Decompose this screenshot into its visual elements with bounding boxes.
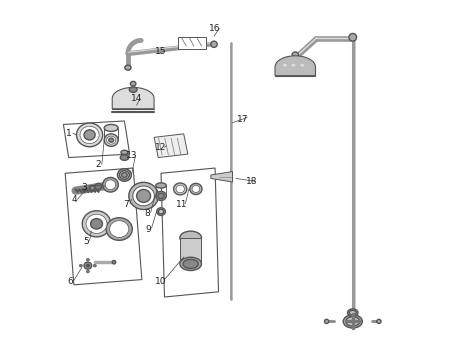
Ellipse shape — [77, 123, 103, 147]
Ellipse shape — [283, 64, 287, 66]
Ellipse shape — [211, 41, 217, 47]
Text: 1: 1 — [66, 129, 72, 138]
Ellipse shape — [104, 125, 118, 131]
Text: 2: 2 — [95, 160, 101, 169]
Text: 18: 18 — [246, 177, 258, 187]
Ellipse shape — [110, 220, 129, 237]
Text: 7: 7 — [123, 200, 129, 209]
Text: 4: 4 — [71, 195, 77, 204]
Ellipse shape — [130, 82, 136, 86]
Ellipse shape — [82, 211, 111, 237]
Ellipse shape — [104, 134, 118, 146]
Ellipse shape — [183, 259, 199, 268]
Ellipse shape — [90, 186, 95, 190]
Polygon shape — [63, 121, 130, 158]
Ellipse shape — [120, 171, 129, 179]
Ellipse shape — [347, 309, 358, 316]
Ellipse shape — [349, 34, 357, 41]
Ellipse shape — [159, 209, 164, 214]
Ellipse shape — [158, 193, 164, 199]
Ellipse shape — [292, 64, 296, 66]
Ellipse shape — [377, 319, 381, 323]
Ellipse shape — [180, 231, 201, 244]
Ellipse shape — [106, 136, 116, 144]
Polygon shape — [154, 134, 188, 158]
Polygon shape — [112, 88, 154, 109]
Ellipse shape — [106, 218, 132, 240]
Ellipse shape — [120, 155, 129, 160]
Ellipse shape — [112, 260, 116, 264]
Ellipse shape — [80, 126, 99, 144]
Text: 12: 12 — [155, 142, 167, 152]
Text: 10: 10 — [155, 277, 167, 286]
Ellipse shape — [122, 173, 127, 177]
Ellipse shape — [129, 87, 137, 92]
Ellipse shape — [105, 180, 116, 190]
Polygon shape — [65, 168, 142, 285]
Ellipse shape — [156, 191, 166, 201]
Ellipse shape — [300, 64, 304, 66]
Ellipse shape — [84, 130, 95, 140]
Ellipse shape — [325, 319, 329, 323]
Polygon shape — [211, 172, 232, 182]
Ellipse shape — [190, 183, 202, 195]
Ellipse shape — [103, 177, 118, 192]
Ellipse shape — [84, 262, 92, 269]
Ellipse shape — [93, 264, 96, 267]
Text: 15: 15 — [155, 47, 167, 56]
Ellipse shape — [192, 186, 200, 192]
Text: 16: 16 — [209, 24, 221, 33]
Ellipse shape — [86, 264, 89, 267]
Ellipse shape — [157, 208, 166, 216]
Ellipse shape — [95, 183, 102, 190]
Ellipse shape — [80, 264, 82, 267]
Ellipse shape — [349, 310, 356, 315]
Polygon shape — [161, 168, 219, 297]
Text: 14: 14 — [131, 94, 142, 103]
Ellipse shape — [86, 258, 89, 261]
Text: 6: 6 — [67, 277, 73, 286]
Ellipse shape — [121, 150, 128, 154]
Ellipse shape — [137, 189, 151, 202]
Text: 3: 3 — [81, 183, 87, 192]
Ellipse shape — [343, 315, 362, 328]
Ellipse shape — [156, 183, 166, 188]
Ellipse shape — [86, 214, 107, 233]
Ellipse shape — [129, 182, 159, 210]
Text: 13: 13 — [126, 151, 137, 160]
Text: 9: 9 — [145, 225, 151, 233]
Ellipse shape — [292, 52, 299, 57]
Ellipse shape — [173, 183, 187, 195]
Text: 5: 5 — [83, 237, 89, 246]
Ellipse shape — [86, 270, 89, 273]
Text: 11: 11 — [176, 200, 188, 209]
FancyBboxPatch shape — [179, 37, 206, 49]
Ellipse shape — [176, 185, 185, 193]
Polygon shape — [180, 238, 201, 264]
Ellipse shape — [91, 219, 102, 229]
Polygon shape — [275, 56, 315, 76]
Ellipse shape — [125, 65, 131, 70]
Ellipse shape — [109, 138, 113, 142]
Ellipse shape — [133, 186, 154, 206]
Text: 17: 17 — [237, 115, 249, 124]
Ellipse shape — [346, 317, 360, 326]
Text: 8: 8 — [144, 209, 150, 218]
Ellipse shape — [180, 257, 201, 271]
Ellipse shape — [118, 169, 132, 181]
